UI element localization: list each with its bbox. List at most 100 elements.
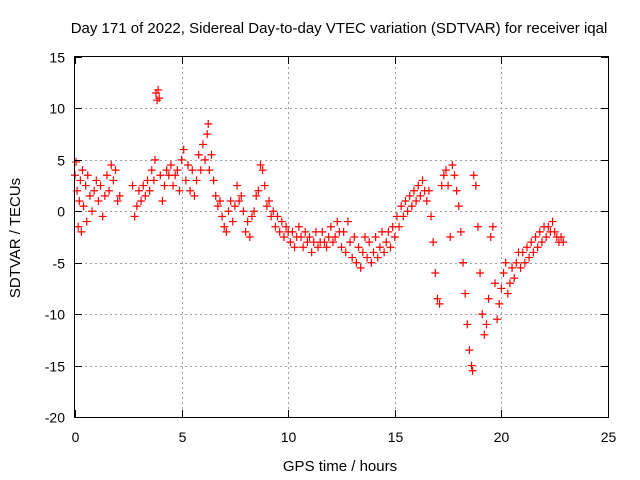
data-point <box>346 238 355 247</box>
data-point <box>401 197 410 205</box>
data-point <box>134 186 143 195</box>
data-point <box>90 186 99 195</box>
data-point <box>153 96 162 105</box>
data-point <box>218 212 227 221</box>
data-point <box>190 191 199 200</box>
data-point <box>262 202 271 211</box>
data-point <box>226 197 235 205</box>
data-point <box>307 248 316 257</box>
data-point <box>343 217 352 226</box>
data-point <box>288 227 297 236</box>
data-point <box>102 171 111 180</box>
data-point <box>544 222 553 231</box>
data-point <box>518 248 527 257</box>
data-point <box>360 233 369 241</box>
data-point <box>109 176 118 185</box>
data-point <box>92 176 101 185</box>
data-point <box>78 166 87 175</box>
x-tick-label: 0 <box>72 429 80 445</box>
grid <box>75 57 608 417</box>
data-point <box>186 186 195 195</box>
data-point <box>337 243 346 252</box>
data-point <box>228 217 237 226</box>
data-point <box>454 202 463 211</box>
data-point <box>175 186 184 195</box>
data-point <box>412 197 421 205</box>
data-point <box>397 202 406 211</box>
x-tick-label: 10 <box>281 429 297 445</box>
data-point <box>154 85 163 94</box>
data-point <box>373 253 382 262</box>
data-point <box>207 150 216 159</box>
data-point <box>371 233 380 241</box>
data-point <box>452 186 461 195</box>
data-point <box>233 181 242 190</box>
data-point <box>100 191 109 200</box>
data-point <box>160 181 169 190</box>
data-point <box>356 263 365 272</box>
data-point <box>505 279 514 288</box>
data-point <box>429 238 438 247</box>
y-tick-label: -10 <box>45 307 65 323</box>
data-point <box>525 253 534 262</box>
data-point <box>209 176 218 185</box>
data-point <box>179 145 188 154</box>
data-point <box>446 233 455 241</box>
data-point <box>390 233 399 241</box>
data-point <box>166 161 175 169</box>
data-point <box>375 243 384 252</box>
data-point <box>173 166 182 175</box>
data-point <box>83 171 92 180</box>
data-point <box>529 248 538 257</box>
data-point <box>386 243 395 252</box>
data-point <box>488 222 497 231</box>
data-point <box>76 176 85 185</box>
data-point <box>522 243 531 252</box>
data-point <box>459 258 468 267</box>
data-point <box>414 181 423 190</box>
data-point <box>171 171 180 180</box>
data-point <box>352 258 361 267</box>
data-point <box>468 366 477 375</box>
data-point <box>260 181 269 190</box>
data-point <box>247 212 256 221</box>
data-point <box>322 243 331 252</box>
data-point <box>156 171 165 180</box>
data-point <box>77 227 86 236</box>
data-point <box>341 248 350 257</box>
data-point <box>141 191 150 200</box>
data-point <box>177 155 186 164</box>
data-point <box>557 233 566 241</box>
data-point <box>211 191 220 200</box>
data-point <box>192 176 201 185</box>
data-point <box>150 155 159 164</box>
y-tick-label: -5 <box>53 256 66 272</box>
data-point <box>531 233 540 241</box>
data-point <box>252 191 261 200</box>
data-point <box>328 238 337 247</box>
data-point <box>299 243 308 252</box>
data-point <box>277 217 286 226</box>
data-point <box>512 258 521 267</box>
data-point <box>510 274 519 283</box>
data-point <box>550 227 559 236</box>
data-point <box>508 263 517 272</box>
x-tick-label: 20 <box>494 429 510 445</box>
data-marks <box>71 85 568 375</box>
tick-labels: 0 5 10 15 20 25 -20 -15 -10 -5 0 5 10 15 <box>45 50 617 446</box>
data-point <box>301 227 310 236</box>
data-point <box>290 243 299 252</box>
axis-ticks <box>75 57 609 418</box>
data-point <box>137 197 146 205</box>
x-axis-label: GPS time / hours <box>283 458 397 475</box>
data-point <box>493 315 502 324</box>
data-point <box>365 238 374 247</box>
data-point <box>380 248 389 257</box>
data-point <box>535 227 544 236</box>
data-point <box>427 212 436 221</box>
data-point <box>480 330 489 339</box>
data-point <box>450 171 459 180</box>
data-point <box>107 161 116 169</box>
data-point <box>461 289 470 298</box>
data-point <box>354 243 363 252</box>
